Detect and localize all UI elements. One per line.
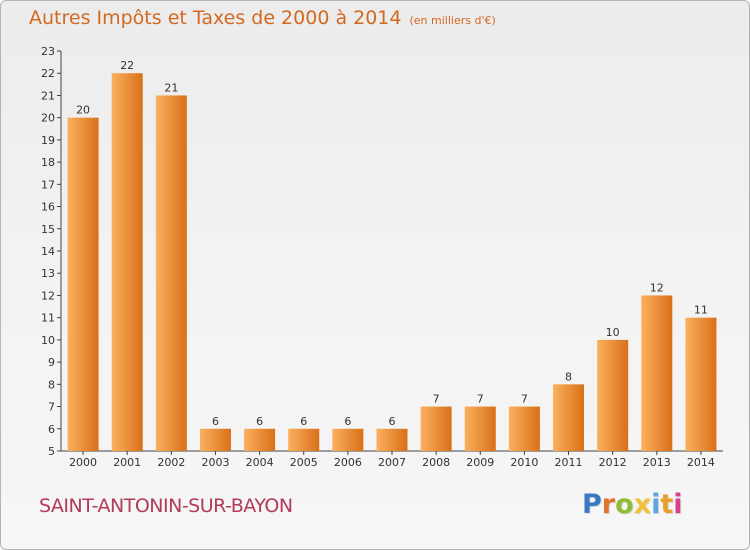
bar-value-label: 7 <box>477 393 484 406</box>
x-tick-label: 2002 <box>157 456 185 469</box>
x-tick-label: 2014 <box>687 456 715 469</box>
bar <box>67 117 99 452</box>
chart-title: Autres Impôts et Taxes de 2000 à 2014 <box>29 7 402 29</box>
x-tick-label: 2009 <box>466 456 494 469</box>
y-tick-label: 13 <box>41 267 55 280</box>
y-tick-label: 23 <box>41 45 55 58</box>
chart-title-block: Autres Impôts et Taxes de 2000 à 2014 (en… <box>29 7 496 29</box>
y-tick-label: 6 <box>48 423 55 436</box>
x-tick-label: 2007 <box>378 456 406 469</box>
logo-letter: o <box>615 489 634 520</box>
bar <box>508 406 540 451</box>
bar-layer: 20 22 21 6 6 6 6 6 7 7 7 8 10 12 11 <box>67 59 717 452</box>
x-tick-label: 2001 <box>113 456 141 469</box>
commune-name: SAINT-ANTONIN-SUR-BAYON <box>39 495 293 517</box>
bar <box>597 339 629 451</box>
logo-letter: x <box>633 489 652 520</box>
x-tick-label: 2000 <box>69 456 97 469</box>
bar <box>244 428 276 451</box>
logo-letter: P <box>582 489 602 520</box>
bar <box>111 73 143 451</box>
bar <box>685 317 717 451</box>
bar-value-label: 6 <box>300 415 307 428</box>
x-tick-label: 2011 <box>555 456 583 469</box>
bar-value-label: 21 <box>164 81 178 94</box>
chart-subtitle: (en milliers d'€) <box>409 14 496 27</box>
bar-value-label: 6 <box>389 415 396 428</box>
y-tick-label: 14 <box>41 245 55 258</box>
x-tick-label: 2006 <box>334 456 362 469</box>
x-tick-label: 2004 <box>246 456 274 469</box>
bar <box>288 428 320 451</box>
logo-letter: t <box>660 489 674 520</box>
bar-value-label: 6 <box>344 415 351 428</box>
y-tick-label: 5 <box>48 445 55 458</box>
logo-letter: r <box>601 489 616 520</box>
y-tick-label: 18 <box>41 156 55 169</box>
y-tick-label: 7 <box>48 401 55 414</box>
x-tick-label: 2012 <box>599 456 627 469</box>
x-tick-label: 2010 <box>510 456 538 469</box>
bar <box>155 95 187 451</box>
bar-value-label: 10 <box>606 326 620 339</box>
logo-letter: i <box>673 489 683 520</box>
bar-value-label: 20 <box>76 104 90 117</box>
bar <box>553 384 585 451</box>
bar-value-label: 8 <box>565 370 572 383</box>
y-tick-label: 21 <box>41 89 55 102</box>
bar <box>199 428 231 451</box>
y-tick-label: 22 <box>41 67 55 80</box>
y-tick-label: 17 <box>41 178 55 191</box>
bar-value-label: 7 <box>521 393 528 406</box>
y-tick-label: 20 <box>41 112 55 125</box>
y-tick-label: 11 <box>41 312 55 325</box>
bar-value-label: 22 <box>120 59 134 72</box>
bar <box>420 406 452 451</box>
bar-value-label: 6 <box>256 415 263 428</box>
y-tick-label: 8 <box>48 378 55 391</box>
logo-letter: i <box>651 489 661 520</box>
y-tick-label: 16 <box>41 201 55 214</box>
bar <box>464 406 496 451</box>
y-tick-label: 9 <box>48 356 55 369</box>
bar <box>641 295 673 451</box>
x-tick-label: 2005 <box>290 456 318 469</box>
bar <box>332 428 364 451</box>
x-tick-label: 2003 <box>201 456 229 469</box>
x-tick-label: 2008 <box>422 456 450 469</box>
x-tick-label: 2013 <box>643 456 671 469</box>
y-tick-label: 10 <box>41 334 55 347</box>
y-tick-label: 19 <box>41 134 55 147</box>
y-tick-label: 12 <box>41 289 55 302</box>
bar-value-label: 7 <box>433 393 440 406</box>
bar-value-label: 11 <box>694 304 708 317</box>
proxiti-logo: Proxiti <box>582 489 683 520</box>
bar <box>376 428 408 451</box>
bar-value-label: 12 <box>650 281 664 294</box>
y-tick-label: 15 <box>41 223 55 236</box>
bar-value-label: 6 <box>212 415 219 428</box>
